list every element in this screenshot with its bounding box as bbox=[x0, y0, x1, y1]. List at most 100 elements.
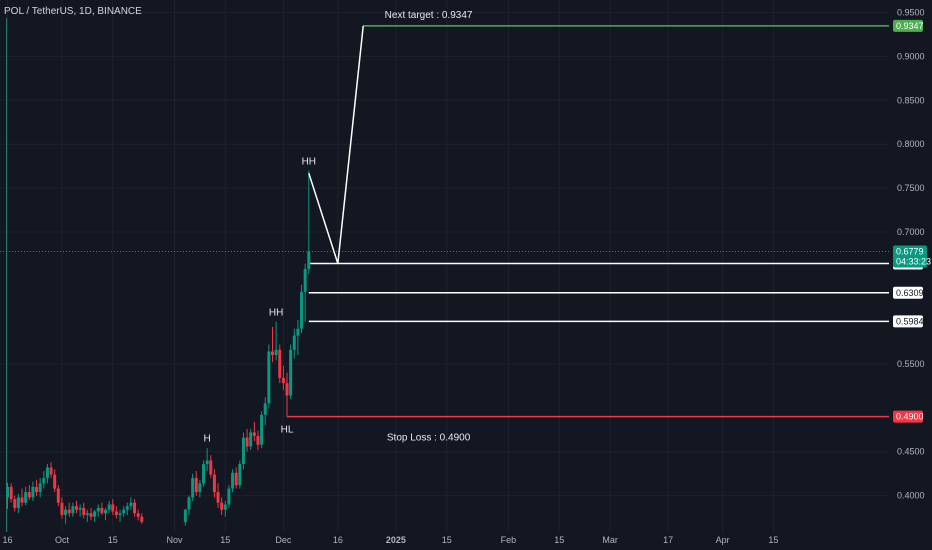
candle-body bbox=[245, 437, 249, 447]
candle-body bbox=[202, 464, 206, 484]
time-axis-tick: Mar bbox=[602, 535, 618, 545]
candle-body bbox=[67, 509, 71, 514]
annotation-label: HH bbox=[269, 308, 283, 319]
candle-body bbox=[270, 351, 274, 356]
candle-body bbox=[260, 414, 264, 445]
candle-body bbox=[118, 513, 122, 515]
time-axis-tick: 16 bbox=[2, 535, 12, 545]
candle-body bbox=[140, 516, 144, 522]
candle-body bbox=[223, 504, 227, 510]
candle-body bbox=[227, 488, 231, 505]
time-axis-tick: Dec bbox=[275, 535, 292, 545]
candle-body bbox=[20, 497, 24, 503]
countdown-tag: 04:33:23 bbox=[896, 256, 931, 266]
candle-body bbox=[53, 474, 57, 489]
price-axis-tick: 0.4000 bbox=[897, 491, 925, 501]
stop-price-tag: 0.4900 bbox=[896, 412, 924, 422]
target-price-tag-bg bbox=[893, 19, 923, 32]
candle-body bbox=[45, 467, 49, 479]
candle-body bbox=[267, 351, 271, 404]
time-axis-tick: 15 bbox=[442, 535, 452, 545]
candle-body bbox=[194, 478, 198, 493]
candle-body bbox=[96, 507, 100, 512]
time-axis-tick: 15 bbox=[554, 535, 564, 545]
price-axis-tick: 0.4500 bbox=[897, 447, 925, 457]
candle-body bbox=[241, 437, 245, 465]
price-axis-tick: 0.7000 bbox=[897, 227, 925, 237]
annotation-label: H bbox=[204, 433, 211, 444]
candle-body bbox=[129, 502, 133, 507]
candle-body bbox=[82, 507, 86, 515]
candle-body bbox=[274, 349, 278, 356]
candle-body bbox=[93, 511, 97, 517]
price-axis-tick: 0.7500 bbox=[897, 183, 925, 193]
candle-body bbox=[35, 486, 39, 493]
candle-body bbox=[27, 492, 31, 498]
support-price-tag-bg bbox=[893, 315, 923, 328]
candle-body bbox=[42, 478, 46, 484]
candlestick-series bbox=[6, 170, 311, 526]
candle-body bbox=[104, 509, 108, 514]
candle-body bbox=[191, 478, 195, 498]
candle-body bbox=[263, 403, 267, 415]
candle-body bbox=[278, 349, 282, 378]
candle-body bbox=[64, 509, 68, 515]
projection-path bbox=[308, 25, 364, 264]
candle-body bbox=[38, 483, 42, 493]
time-axis-tick: 17 bbox=[663, 535, 673, 545]
price-axis[interactable]: 0.9500 0.9000 0.8500 0.8000 0.7500 0.7000 0.55… bbox=[897, 7, 925, 500]
time-axis-tick: 15 bbox=[108, 535, 118, 545]
candle-body bbox=[24, 492, 28, 503]
candle-body bbox=[78, 507, 82, 510]
candle-body bbox=[56, 488, 60, 503]
target-price-tag: 0.9347 bbox=[896, 21, 924, 31]
price-axis-tick: 0.8500 bbox=[897, 95, 925, 105]
chart-grid bbox=[0, 0, 889, 532]
candle-body bbox=[16, 497, 20, 508]
price-levels bbox=[0, 25, 889, 418]
price-axis-tick: 0.9000 bbox=[897, 51, 925, 61]
candle-body bbox=[307, 251, 311, 269]
time-axis-tick: Feb bbox=[501, 535, 517, 545]
candle-body bbox=[252, 432, 256, 436]
candle-body bbox=[114, 511, 118, 515]
current-price-tag: 0.6779 bbox=[896, 246, 924, 256]
candle-body bbox=[60, 502, 64, 515]
stop-loss-text: Stop Loss : 0.4900 bbox=[387, 433, 471, 444]
next-target-text: Next target : 0.9347 bbox=[385, 10, 473, 21]
time-axis-tick: Apr bbox=[716, 535, 730, 545]
candle-body bbox=[9, 486, 13, 500]
price-tags: 0.93470.66420.63090.59840.49000.677904:3… bbox=[893, 19, 931, 423]
candle-body bbox=[205, 460, 209, 465]
time-axis-tick: 16 bbox=[333, 535, 343, 545]
candle-body bbox=[209, 460, 213, 475]
candle-body bbox=[289, 349, 293, 396]
price-axis-tick: 0.9500 bbox=[897, 7, 925, 17]
candle-body bbox=[71, 506, 75, 514]
annotation-label: HL bbox=[281, 425, 294, 436]
candle-body bbox=[122, 509, 126, 514]
price-axis-tick: 0.8000 bbox=[897, 139, 925, 149]
candle-body bbox=[89, 513, 93, 517]
candle-body bbox=[220, 502, 224, 510]
price-axis-tick: 0.5500 bbox=[897, 359, 925, 369]
time-axis-tick: Nov bbox=[166, 535, 183, 545]
time-axis-tick: 15 bbox=[768, 535, 778, 545]
candle-body bbox=[198, 483, 202, 493]
candle-body bbox=[281, 377, 285, 384]
candle-body bbox=[292, 335, 296, 350]
support-price-tag: 0.6309 bbox=[896, 288, 924, 298]
candle-body bbox=[187, 497, 191, 510]
candle-body bbox=[13, 499, 17, 508]
stop-price-tag-bg bbox=[893, 410, 923, 423]
candle-body bbox=[216, 492, 220, 503]
candle-body bbox=[231, 472, 235, 489]
time-axis[interactable]: 16 Oct 15 Nov 15 Dec 16 2025 15 Feb 15 Mar 17 Apr 15 bbox=[2, 535, 778, 545]
time-axis-tick: 15 bbox=[220, 535, 230, 545]
candle-body bbox=[234, 472, 238, 486]
candle-body bbox=[285, 383, 289, 396]
candle-body bbox=[31, 486, 35, 498]
candle-body bbox=[100, 507, 104, 514]
